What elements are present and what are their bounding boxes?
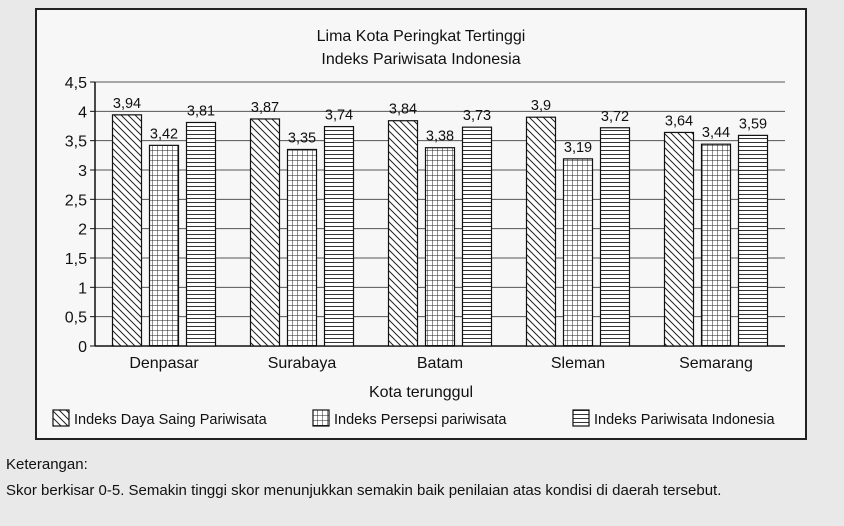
bars [111,114,769,347]
bar-denpasar-1 [148,144,180,347]
data-label: 3,19 [564,140,592,156]
data-label: 3,42 [150,126,178,142]
y-tick-label: 2 [78,222,87,239]
bar-denpasar-2 [185,121,217,347]
x-axis-ticks: Denpasar Surabaya Batam Sleman Semarang [129,355,753,372]
x-axis-label: Kota terunggul [369,384,473,401]
note-title: Keterangan: [6,456,88,473]
y-tick-label: 4,5 [65,75,87,92]
data-label: 3,84 [389,102,417,118]
bar-surabaya-0 [249,118,281,347]
bar-chart: Lima Kota Peringkat Tertinggi Indeks Par… [52,28,785,428]
legend-label: Indeks Daya Saing Pariwisata [74,412,268,428]
chart-frame: Lima Kota Peringkat Tertinggi Indeks Par… [35,8,807,440]
data-label: 3,94 [113,96,141,112]
x-tick-label: Surabaya [268,355,337,372]
y-tick-label: 0,5 [65,310,87,327]
legend-swatch [52,409,70,427]
x-tick-label: Denpasar [129,355,199,372]
x-tick-label: Sleman [551,355,605,372]
chart-title: Lima Kota Peringkat Tertinggi [317,28,526,45]
data-label: 3,72 [601,109,629,125]
data-label: 3,87 [251,100,279,116]
bar-sleman-2 [599,127,631,347]
data-label: 3,9 [531,98,551,114]
legend-swatch [572,409,590,427]
bar-surabaya-2 [323,125,355,347]
y-tick-label: 1 [78,280,87,297]
y-tick-label: 3,5 [65,134,87,151]
legend-label: Indeks Persepsi pariwisata [334,412,507,428]
y-tick-label: 4 [78,104,87,121]
chart-subtitle: Indeks Pariwisata Indonesia [321,51,520,68]
bar-batam-1 [424,147,456,347]
bar-semarang-0 [663,131,695,347]
y-tick-label: 0 [78,339,87,356]
x-tick-label: Batam [417,355,463,372]
bar-sleman-0 [525,116,557,347]
y-tick-label: 3 [78,163,87,180]
bar-semarang-2 [737,134,769,347]
data-label: 3,59 [739,116,767,132]
data-labels: 3,94 3,42 3,81 3,87 3,35 3,74 3,84 3,38 3,73 3,9 3… [113,96,767,156]
data-label: 3,38 [426,129,454,145]
bar-semarang-1 [700,143,732,347]
data-label: 3,35 [288,130,316,146]
bar-batam-0 [387,120,419,347]
x-tick-label: Semarang [679,355,753,372]
data-label: 3,74 [325,108,353,124]
legend-label: Indeks Pariwisata Indonesia [594,412,775,428]
bar-surabaya-1 [286,148,318,347]
y-tick-label: 2,5 [65,192,87,209]
legend: Indeks Daya Saing Pariwisata Indeks Perse… [52,409,775,428]
note-body: Skor berkisar 0-5. Semakin tinggi skor m… [6,482,722,499]
y-tick-label: 1,5 [65,251,87,268]
y-axis-ticks: 0 0,5 1 1,5 2 2,5 3 3,5 4 4,5 [65,75,96,356]
data-label: 3,81 [187,103,215,119]
data-label: 3,44 [702,125,730,141]
bar-sleman-1 [562,158,594,347]
legend-swatch [312,409,330,427]
bar-denpasar-0 [111,114,143,347]
data-label: 3,64 [665,113,693,129]
data-label: 3,73 [463,108,491,124]
bar-batam-2 [461,126,493,347]
